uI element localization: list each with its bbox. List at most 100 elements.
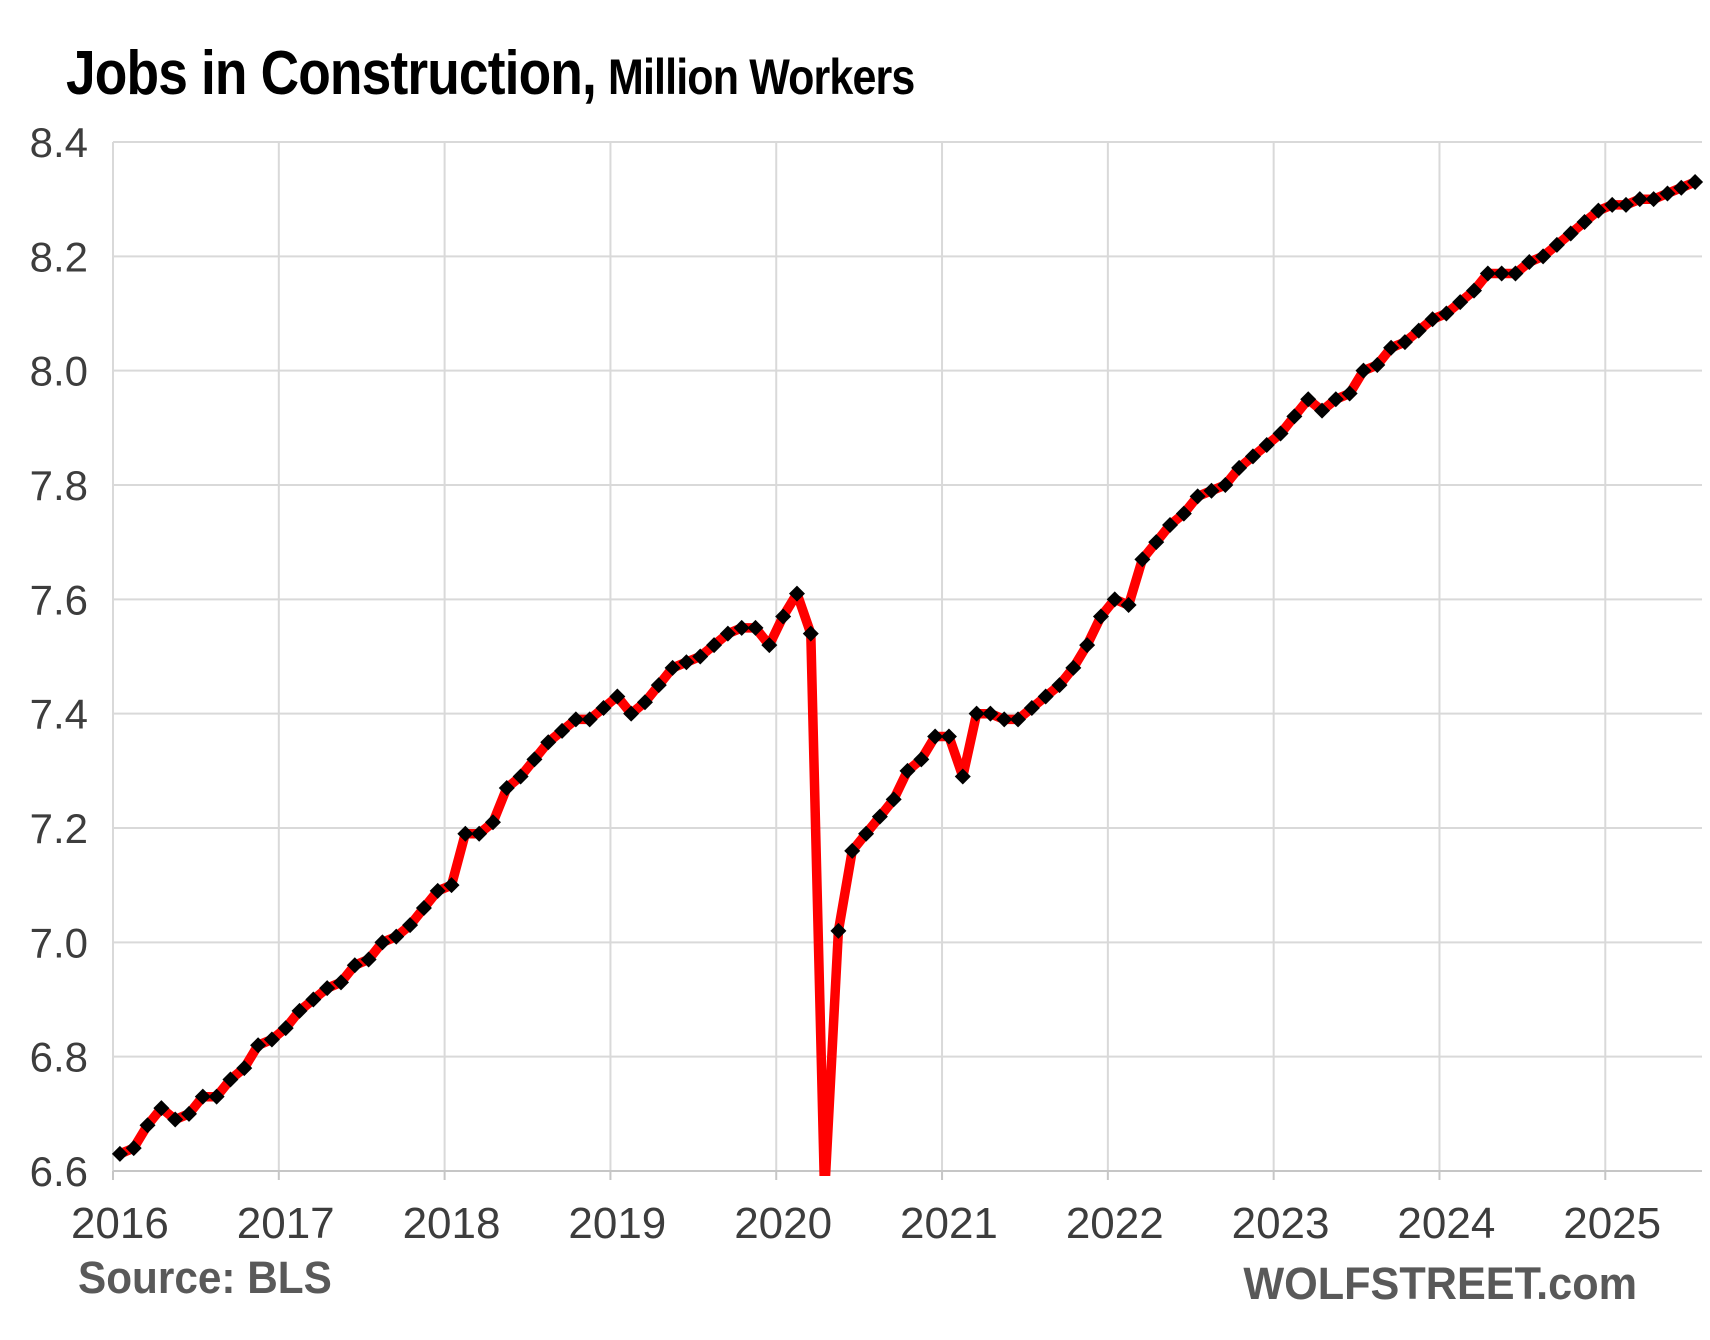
x-tick-label: 2020: [734, 1199, 832, 1248]
data-marker: [595, 699, 612, 716]
data-marker: [319, 980, 336, 997]
data-marker: [1493, 265, 1510, 282]
data-marker: [429, 882, 446, 899]
y-tick-label: 8.0: [30, 348, 88, 395]
data-marker: [554, 722, 571, 739]
data-marker: [1217, 477, 1234, 493]
data-marker: [1051, 677, 1068, 694]
x-tick-label: 2023: [1232, 1199, 1330, 1248]
data-marker: [761, 637, 778, 654]
data-marker: [692, 648, 709, 665]
x-tick-label: 2025: [1563, 1199, 1661, 1248]
data-marker: [540, 734, 557, 751]
x-tick-label: 2018: [403, 1199, 501, 1248]
brand-note: WOLFSTREET.com: [1243, 1258, 1637, 1309]
data-marker: [1618, 196, 1635, 213]
data-marker: [1175, 505, 1192, 522]
data-marker: [208, 1088, 225, 1105]
data-marker: [1244, 448, 1261, 465]
data-marker: [263, 1031, 280, 1048]
data-marker: [1479, 265, 1496, 282]
data-marker: [1383, 339, 1400, 356]
y-tick-label: 6.8: [30, 1034, 88, 1081]
data-marker: [1369, 356, 1386, 373]
data-marker: [1659, 185, 1676, 202]
data-marker: [388, 928, 405, 945]
data-marker: [1148, 534, 1165, 551]
data-marker: [1562, 225, 1579, 242]
y-tick-label: 7.8: [30, 462, 88, 509]
data-marker: [1590, 202, 1607, 219]
data-marker: [250, 1037, 267, 1054]
data-marker: [1258, 436, 1275, 453]
data-marker: [609, 688, 626, 705]
data-marker: [1327, 391, 1344, 408]
data-marker: [512, 768, 529, 785]
data-marker: [402, 917, 419, 934]
data-marker: [733, 619, 750, 636]
y-tick-label: 7.2: [30, 805, 88, 852]
data-marker: [111, 1145, 128, 1162]
data-marker: [1507, 265, 1524, 282]
data-marker: [706, 637, 723, 654]
chart-title-main: Jobs in Construction,: [66, 39, 597, 108]
x-tick-label: 2016: [71, 1199, 169, 1248]
data-marker: [374, 934, 391, 951]
data-marker: [1092, 608, 1109, 625]
data-marker: [1203, 482, 1220, 499]
x-tick-label: 2017: [237, 1199, 335, 1248]
data-marker: [1134, 551, 1151, 568]
data-marker: [1023, 699, 1040, 716]
data-marker: [346, 957, 363, 974]
data-marker: [775, 608, 792, 625]
data-marker: [180, 1105, 197, 1122]
data-line: [115, 177, 1700, 1176]
x-tick-label: 2022: [1066, 1199, 1164, 1248]
data-marker: [940, 728, 957, 745]
data-marker: [415, 900, 432, 917]
x-tick-label: 2019: [568, 1199, 666, 1248]
data-marker: [830, 922, 847, 939]
data-marker: [1424, 311, 1441, 328]
data-marker: [526, 751, 543, 768]
data-marker: [927, 728, 944, 745]
data-marker: [222, 1071, 239, 1088]
data-marker: [1687, 174, 1704, 191]
data-marker: [1576, 214, 1593, 231]
data-marker: [277, 1020, 294, 1037]
data-marker: [678, 654, 695, 671]
data-marker: [1548, 236, 1565, 253]
data-marker: [1272, 425, 1289, 442]
data-marker: [1120, 597, 1137, 614]
data-marker: [1673, 179, 1690, 196]
data-marker: [1438, 305, 1455, 322]
data-marker: [664, 659, 681, 676]
data-marker: [443, 877, 460, 894]
y-tick-label: 7.0: [30, 919, 88, 966]
data-marker: [153, 1100, 170, 1117]
data-marker: [1037, 688, 1054, 705]
chart-title: Jobs in Construction, Million Workers: [66, 38, 915, 109]
data-marker: [360, 951, 377, 968]
data-marker: [982, 705, 999, 722]
data-marker: [457, 825, 474, 842]
data-marker: [719, 625, 736, 642]
data-marker: [1396, 334, 1413, 351]
data-marker: [332, 974, 349, 991]
x-tick-label: 2024: [1397, 1199, 1495, 1248]
data-marker: [194, 1088, 211, 1105]
data-marker: [581, 711, 598, 728]
series-group: [111, 174, 1704, 1176]
data-marker: [1452, 294, 1469, 311]
data-marker: [623, 705, 640, 722]
data-marker: [305, 991, 322, 1008]
y-tick-label: 6.6: [30, 1148, 88, 1195]
data-marker: [1466, 282, 1483, 299]
x-tick-label: 2021: [900, 1199, 998, 1248]
data-marker: [236, 1060, 253, 1077]
data-marker: [1065, 659, 1082, 676]
data-marker: [968, 705, 985, 722]
data-marker: [1314, 402, 1331, 419]
